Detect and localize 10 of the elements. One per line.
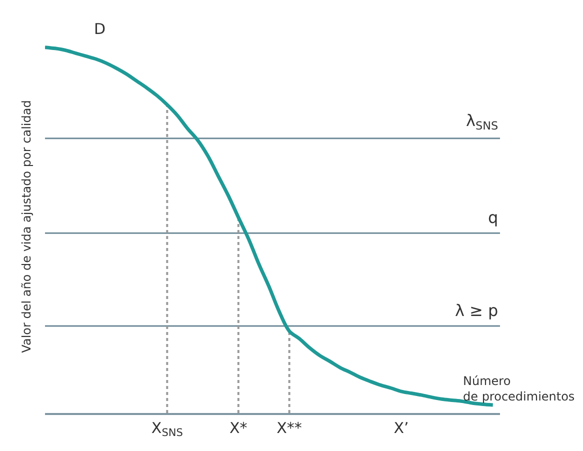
x-tick-label: X$_{SNS}$ bbox=[151, 418, 184, 439]
x-tick-label: X** bbox=[276, 418, 302, 437]
x-tick-label: X* bbox=[230, 418, 248, 437]
ref-line-label: λ ≥ p bbox=[455, 301, 498, 320]
x-tick-label: X’ bbox=[394, 418, 409, 437]
x-axis-title: Número de procedimientos bbox=[463, 374, 575, 404]
ref-line-label: q bbox=[488, 208, 498, 227]
ref-line-label: λ$_{SNS}$ bbox=[466, 111, 498, 132]
y-axis-title: Valor del año de vida ajustado por calidad bbox=[19, 100, 34, 353]
text: D bbox=[94, 20, 106, 38]
